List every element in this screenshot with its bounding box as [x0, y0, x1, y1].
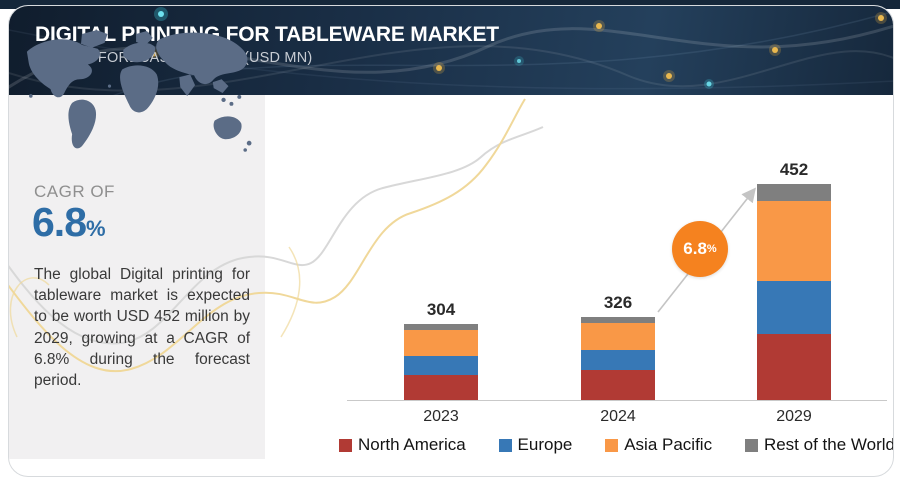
segment-europe — [757, 281, 831, 334]
legend-item-europe: Europe — [498, 435, 573, 455]
legend-swatch — [498, 438, 512, 452]
legend-swatch — [744, 438, 758, 452]
growth-badge: 6.8% — [672, 221, 728, 277]
segment-north-america — [581, 369, 655, 400]
legend-item-north-america: North America — [339, 435, 466, 455]
glow-node-cyan — [154, 7, 714, 89]
value-label-2024: 326 — [603, 293, 633, 312]
segment-rest-of-the-world — [757, 184, 831, 202]
legend-label: Asia Pacific — [624, 435, 713, 454]
growth-badge-value: 6.8 — [683, 239, 707, 258]
legend-swatch — [605, 438, 619, 452]
page-title: DIGITAL PRINTING FOR TABLEWARE MARKET — [35, 23, 499, 46]
legend-label: Europe — [517, 435, 573, 454]
x-axis-label-2024: 2024 — [600, 408, 636, 425]
value-label-2029: 452 — [779, 160, 809, 179]
segment-asia-pacific — [404, 330, 478, 356]
segment-europe — [581, 349, 655, 370]
x-axis-label-2023: 2023 — [423, 408, 459, 425]
legend-swatch — [339, 438, 352, 452]
bar-2023 — [404, 324, 478, 400]
x-axis-label-2029: 2029 — [776, 408, 812, 425]
x-axis-line — [347, 400, 887, 401]
value-label-2023: 304 — [426, 300, 456, 319]
segment-north-america — [757, 333, 831, 400]
segment-asia-pacific — [581, 322, 655, 350]
chart-legend: North America Europe Asia Pacific Rest of t… — [339, 435, 894, 455]
legend-label: North America — [358, 435, 466, 454]
legend-item-asia-pacific: Asia Pacific — [605, 435, 712, 455]
segment-rest-of-the-world — [581, 317, 655, 323]
bar-2024 — [581, 317, 655, 400]
bar-2029 — [757, 184, 831, 400]
stacked-bar-chart: 304 2023 326 2024 452 2029 6.8% North America… — [9, 6, 894, 476]
legend-item-rest-of-the-world: Rest of the World — [744, 435, 894, 455]
segment-europe — [404, 356, 478, 375]
legend-label: Rest of the World — [763, 435, 894, 454]
infographic-card: DIGITAL PRINTING FOR TABLEWARE MARKET GL… — [8, 5, 894, 477]
growth-badge-unit: % — [706, 243, 717, 255]
segment-north-america — [404, 375, 478, 400]
top-navy-strip — [0, 0, 900, 9]
segment-asia-pacific — [757, 201, 831, 282]
